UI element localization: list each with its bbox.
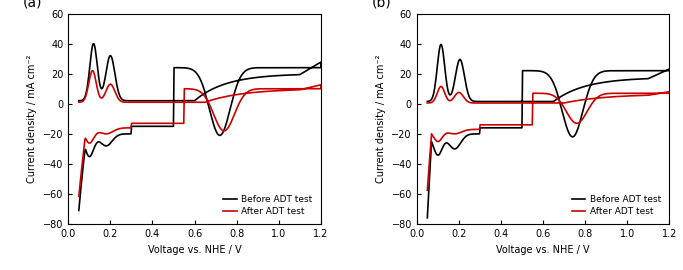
After ADT test (540, 92, 548, 95)
After ADT test (613, 92, 622, 95)
After ADT test (264, 87, 273, 90)
Before ADT test (598, 70, 607, 73)
Y-axis label: Current density / mA cm⁻²: Current density / mA cm⁻² (376, 55, 386, 183)
Legend: Before ADT test, After ADT test: Before ADT test, After ADT test (568, 192, 665, 220)
Before ADT test (626, 69, 634, 72)
After ADT test (598, 93, 607, 96)
X-axis label: Voltage vs. NHE / V: Voltage vs. NHE / V (497, 245, 590, 255)
Before ADT test (437, 43, 445, 46)
Before ADT test (250, 66, 258, 70)
After ADT test (141, 122, 150, 125)
Y-axis label: Current density / mA cm⁻²: Current density / mA cm⁻² (27, 55, 38, 183)
After ADT test (626, 92, 634, 95)
After ADT test (250, 88, 258, 91)
Before ADT test (277, 66, 285, 69)
Before ADT test (191, 70, 199, 73)
After ADT test (277, 87, 285, 90)
Before ADT test (74, 99, 83, 102)
Text: (b): (b) (372, 0, 391, 9)
Before ADT test (613, 69, 622, 72)
Before ADT test (89, 42, 98, 45)
After ADT test (423, 189, 432, 192)
After ADT test (454, 91, 462, 94)
After ADT test (74, 101, 83, 104)
Before ADT test (105, 56, 113, 59)
After ADT test (437, 85, 445, 88)
After ADT test (105, 83, 113, 86)
After ADT test (490, 123, 498, 126)
Before ADT test (74, 209, 83, 212)
Line: Before ADT test: Before ADT test (428, 45, 669, 218)
Legend: Before ADT test, After ADT test: Before ADT test, After ADT test (220, 192, 316, 220)
After ADT test (423, 101, 432, 104)
Before ADT test (490, 126, 498, 129)
Before ADT test (423, 216, 432, 220)
X-axis label: Voltage vs. NHE / V: Voltage vs. NHE / V (148, 245, 241, 255)
Before ADT test (454, 63, 462, 66)
Before ADT test (540, 70, 548, 74)
Text: (a): (a) (23, 0, 42, 9)
Before ADT test (264, 66, 273, 69)
Line: After ADT test: After ADT test (79, 71, 321, 197)
After ADT test (191, 88, 199, 91)
Line: After ADT test: After ADT test (428, 86, 669, 190)
Before ADT test (141, 125, 150, 128)
After ADT test (74, 195, 83, 198)
Before ADT test (423, 100, 432, 103)
After ADT test (89, 69, 97, 72)
Line: Before ADT test: Before ADT test (79, 44, 321, 210)
